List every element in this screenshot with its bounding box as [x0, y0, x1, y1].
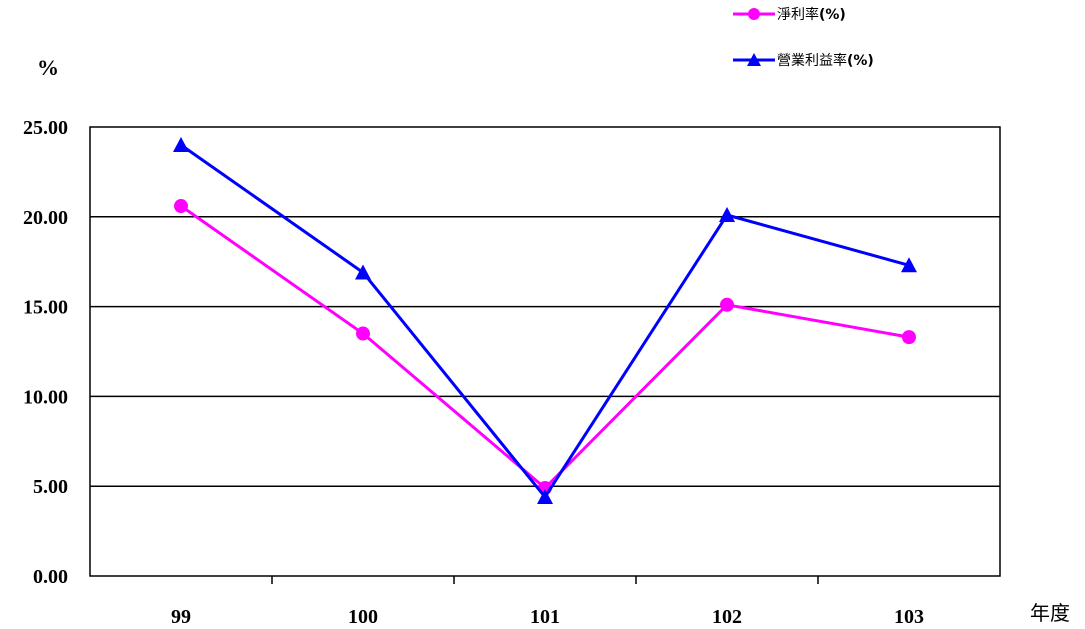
series-line: [180, 143, 910, 500]
data-point-triangle: [901, 257, 917, 273]
grid: [90, 216, 1000, 487]
series-line: [180, 204, 910, 491]
svg-text:營業利益率(%): 營業利益率(%): [777, 52, 874, 69]
y-tick-label: 25.00: [23, 117, 68, 139]
legend-unit-operating-margin: (%): [847, 53, 874, 69]
x-tick-label: 103: [894, 606, 924, 628]
series-0: [174, 199, 916, 495]
plot-area-border: [89, 126, 1001, 577]
legend-item-net-margin: 淨利率(%): [733, 6, 846, 23]
series-1: [173, 136, 917, 504]
data-point-triangle: [719, 207, 735, 223]
y-tick-labels: 0.00 5.00 10.00 15.00 20.00 25.00: [23, 117, 68, 588]
legend-label-net-margin: 淨利率: [777, 6, 819, 23]
x-tick-label: 100: [348, 606, 378, 628]
legend-unit-net-margin: (%): [819, 7, 846, 23]
legend-marker-circle-icon: [748, 8, 760, 20]
svg-text:淨利率(%): 淨利率(%): [777, 6, 846, 23]
legend-item-operating-margin: 營業利益率(%): [733, 52, 874, 69]
x-tick-label: 102: [712, 606, 742, 628]
data-point-circle: [356, 326, 370, 341]
legend-marker-triangle-icon: [747, 53, 761, 66]
y-tick-label: 15.00: [23, 297, 68, 319]
y-axis-unit: %: [37, 55, 59, 80]
x-tick-label: 99: [171, 606, 191, 628]
data-point-triangle: [173, 136, 189, 152]
x-tick-label: 101: [530, 606, 560, 628]
series-layer: [173, 136, 917, 504]
legend: 淨利率(%) 營業利益率(%): [733, 6, 874, 69]
data-point-triangle: [537, 488, 553, 504]
plot-frame: [89, 126, 1001, 584]
y-tick-label: 5.00: [33, 476, 68, 498]
y-tick-label: 0.00: [33, 566, 68, 588]
legend-label-operating-margin: 營業利益率: [777, 52, 847, 69]
x-axis-unit: 年度: [1030, 601, 1070, 625]
data-point-circle: [720, 297, 734, 312]
data-point-triangle: [355, 264, 371, 280]
data-point-circle: [902, 330, 916, 345]
y-tick-label: 20.00: [23, 207, 68, 229]
x-tick-labels: 99 100 101 102 103: [171, 606, 924, 628]
data-point-circle: [174, 199, 188, 214]
y-tick-label: 10.00: [23, 386, 68, 408]
